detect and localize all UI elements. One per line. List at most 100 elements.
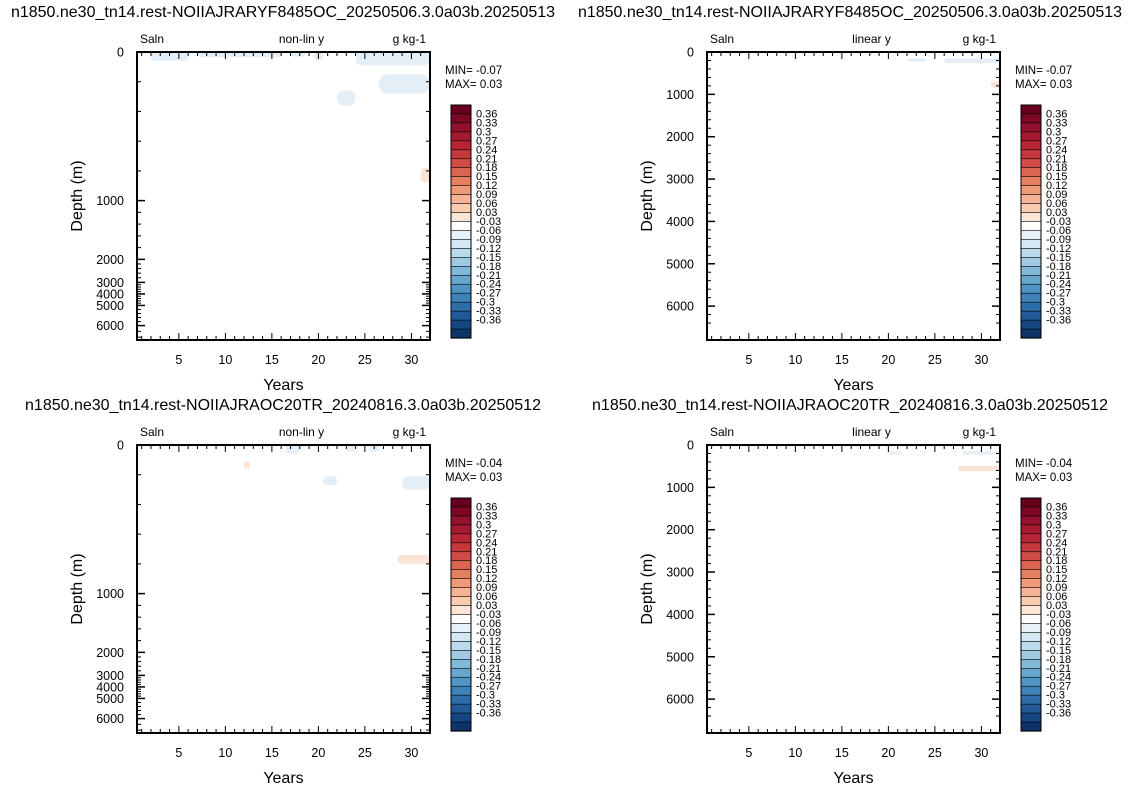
colorbar-swatch: [450, 623, 472, 634]
colorbar-swatch: [1020, 328, 1042, 339]
min-value: MIN= -0.04: [1015, 458, 1073, 470]
y-tick-label: 6000: [666, 693, 694, 707]
colorbar-label: -0.24: [476, 672, 501, 684]
colorbar-swatch: [1020, 176, 1042, 187]
colorbar-swatch: [450, 131, 472, 142]
colorbar-swatch: [1020, 104, 1042, 115]
colorbar-swatch: [450, 685, 472, 696]
colorbar-swatch: [450, 122, 472, 133]
colorbar-label: -0.33: [1046, 306, 1071, 318]
colorbar-label: -0.21: [1046, 270, 1071, 282]
colorbar-label: 0.27: [1046, 528, 1067, 540]
y-tick-label: 0: [117, 439, 124, 453]
colorbar-swatch: [1020, 239, 1042, 249]
colorbar-label: -0.36: [1046, 708, 1071, 720]
colorbar-label: 0.15: [476, 564, 497, 576]
x-tick-label: 15: [265, 746, 279, 760]
y-axis-label: Depth (m): [639, 553, 656, 624]
x-tick-label: 15: [265, 353, 279, 367]
colorbar-label: 0.06: [476, 591, 497, 603]
x-axis-label: Years: [833, 377, 873, 394]
colorbar-label: 0.09: [476, 189, 497, 201]
x-axis-label: Years: [263, 377, 303, 394]
colorbar-swatch: [1020, 221, 1042, 232]
y-tick-label: 6000: [96, 319, 124, 333]
colorbar-label: 0.03: [1046, 207, 1067, 219]
colorbar-swatch: [450, 212, 472, 223]
colorbar-swatch: [1020, 319, 1042, 330]
y-tick-label: 2000: [666, 130, 694, 144]
colorbar-label: 0.24: [1046, 537, 1067, 549]
colorbar: 0.360.330.30.270.240.210.180.150.120.090…: [1020, 497, 1071, 732]
colorbar-label: -0.24: [1046, 672, 1071, 684]
colorbar-label: -0.3: [476, 297, 495, 309]
colorbar-swatch: [1020, 283, 1042, 294]
colorbar-swatch: [1020, 292, 1042, 303]
colorbar: 0.360.330.30.270.240.210.180.150.120.090…: [450, 497, 501, 732]
y-tick-label: 4000: [666, 608, 694, 622]
chart-title: n1850.ne30_tn14.rest-NOIIAJRARYF8485OC_2…: [11, 4, 555, 21]
x-axis-label: Years: [833, 770, 873, 787]
variable-label: Saln: [140, 32, 164, 46]
colorbar-frame: [1020, 104, 1042, 339]
colorbar-label: -0.06: [1046, 225, 1071, 237]
colorbar-label: -0.03: [476, 216, 501, 228]
contour-region-4: [243, 461, 250, 469]
scale-label: linear y: [852, 32, 891, 46]
colorbar-label: -0.09: [1046, 234, 1071, 246]
colorbar-swatch: [1020, 257, 1042, 267]
contour-region-2: [197, 52, 282, 58]
colorbar-label: 0.3: [476, 519, 491, 531]
colorbar-label: -0.06: [476, 225, 501, 237]
colorbar-label: 0.36: [476, 108, 497, 120]
colorbar-swatch: [1020, 140, 1042, 151]
min-value: MIN= -0.04: [445, 458, 503, 470]
colorbar-swatch: [1020, 560, 1042, 571]
x-axis-label: Years: [263, 770, 303, 787]
max-value: MAX= 0.03: [1015, 472, 1072, 484]
x-tick-label: 10: [788, 353, 802, 367]
max-value: MAX= 0.03: [1015, 79, 1072, 91]
colorbar-label: 0.18: [476, 555, 497, 567]
colorbar-swatch: [450, 632, 472, 642]
colorbar-label: -0.3: [476, 690, 495, 702]
colorbar-swatch: [1020, 113, 1042, 124]
colorbar-label: -0.09: [476, 627, 501, 639]
y-tick-label: 0: [117, 46, 124, 60]
x-tick-label: 5: [175, 746, 182, 760]
colorbar-label: 0.36: [1046, 108, 1067, 120]
colorbar-swatch: [1020, 310, 1042, 321]
chart-title: n1850.ne30_tn14.rest-NOIIAJRAOC20TR_2024…: [25, 397, 541, 414]
colorbar-swatch: [1020, 533, 1042, 544]
colorbar-swatch: [1020, 248, 1042, 258]
colorbar-swatch: [450, 587, 472, 598]
colorbar-label: -0.06: [476, 618, 501, 630]
colorbar-label: 0.03: [1046, 600, 1067, 612]
colorbar-swatch: [1020, 676, 1042, 687]
contour-region-1: [285, 445, 300, 454]
chart-panel-4: n1850.ne30_tn14.rest-NOIIAJRAOC20TR_2024…: [592, 397, 1108, 787]
colorbar-swatch: [450, 596, 472, 607]
colorbar-swatch: [1020, 551, 1042, 562]
colorbar-label: -0.27: [1046, 288, 1071, 300]
contour-region-3: [990, 81, 1000, 88]
colorbar-label: -0.33: [1046, 699, 1071, 711]
scale-label: non-lin y: [279, 32, 324, 46]
colorbar-label: -0.24: [476, 279, 501, 291]
x-tick-label: 30: [974, 353, 988, 367]
colorbar-label: -0.12: [476, 243, 501, 255]
colorbar-label: 0.27: [476, 135, 497, 147]
colorbar-swatch: [1020, 596, 1042, 607]
y-tick-label: 6000: [96, 712, 124, 726]
colorbar-label: 0.12: [476, 573, 497, 585]
x-tick-label: 15: [835, 746, 849, 760]
colorbar-label: -0.18: [476, 654, 501, 666]
y-tick-label: 1000: [666, 481, 694, 495]
colorbar-swatch: [450, 497, 472, 508]
colorbar-swatch: [450, 257, 472, 267]
colorbar-swatch: [450, 694, 472, 705]
plot-frame: [136, 51, 431, 341]
scale-label: linear y: [852, 425, 891, 439]
colorbar-swatch: [450, 542, 472, 553]
